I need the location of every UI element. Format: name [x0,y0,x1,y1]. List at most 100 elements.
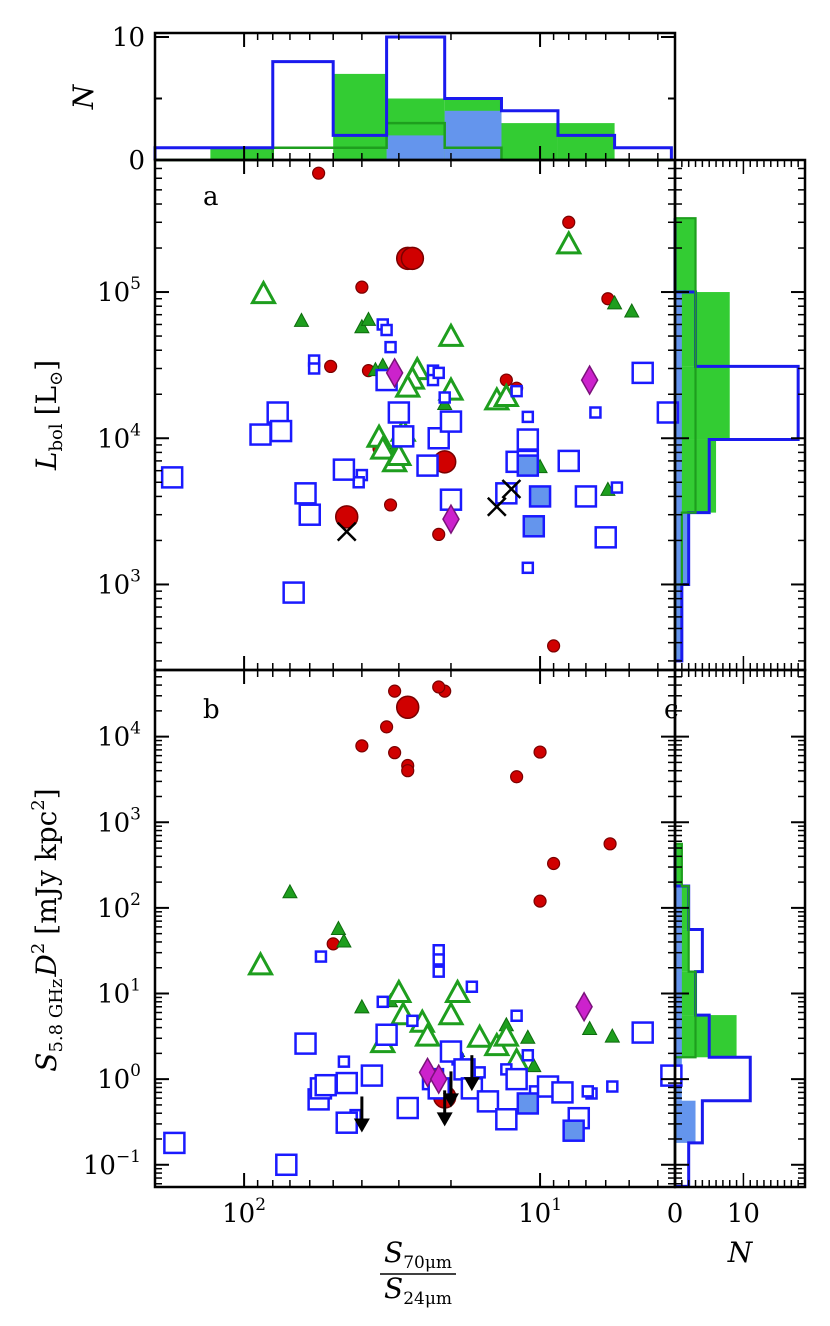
blue-small-square [432,965,445,978]
green-small-triangle [354,998,370,1014]
magenta-diamond [442,503,460,535]
hist-right-a-green-bar [675,366,730,440]
panel-a-y-tick-label: 105 [97,274,141,308]
green-large-triangle [437,322,465,347]
blue-filled-square [562,1119,585,1142]
red-small-circle [533,745,547,759]
blue-small-square [510,384,523,398]
green-large-triangle [466,1023,494,1048]
green-large-triangle [413,1021,442,1047]
green-large-triangle [555,229,583,255]
green-small-triangle [604,1028,621,1043]
blue-large-square [660,1064,683,1087]
green-large-triangle [369,434,397,460]
blue-large-square [294,482,317,505]
blue-large-square [266,401,289,424]
green-small-triangle [623,302,640,318]
panel-b-y-tick-label: 102 [97,890,141,924]
red-small-circle [432,680,446,694]
green-small-triangle [360,311,377,326]
blue-small-square [606,1080,619,1093]
blue-large-square [495,1108,518,1131]
hist-right-a-green-bar [675,218,696,293]
hist-right-a-blue-bar [675,292,682,367]
hist-right-b-blue-bar [675,929,682,972]
red-small-circle [355,280,369,294]
x-tick-label: 101 [518,1195,562,1229]
red-small-circle [379,720,394,734]
red-small-circle [324,359,338,374]
right-hist-x-tick-label: 0 [667,1199,684,1229]
blue-small-square [380,323,393,337]
panel-b-ylabel: S5.8 GHzD2[mJy kpc2] [28,788,67,1071]
panel-a-y-tick-label: 104 [97,420,141,454]
blue-small-square [521,1049,535,1062]
blue-large-square [375,1023,398,1046]
blue-large-square [427,427,450,450]
blue-large-square [249,423,272,446]
red-small-circle [562,215,576,229]
frame-right-b [673,668,807,1189]
red-small-circle [603,837,617,851]
blue-large-square [360,1064,384,1087]
blue-small-square [581,1085,595,1098]
blue-large-square [314,1073,337,1097]
top-hist-ylabel: N [67,83,100,110]
blue-large-square [332,458,356,481]
hist-right-a-blue-bar [675,584,682,661]
green-large-triangle [437,1000,465,1026]
blue-large-square [391,425,415,448]
green-large-triangle [492,1021,520,1047]
green-large-triangle [394,373,422,398]
red-small-circle [383,498,398,512]
blue-large-square [396,1096,419,1120]
blue-large-square [335,1071,358,1095]
blue-small-square [510,1009,523,1022]
hist-top-outline-step [153,35,673,160]
blue-small-square [314,950,328,963]
blue-large-square [439,1040,463,1063]
blue-large-square [439,410,463,433]
blue-large-square [335,1111,358,1134]
blue-large-square [551,1081,574,1104]
magenta-diamond [575,991,593,1023]
x-tick-label: 102 [222,1195,266,1229]
blue-large-square [282,581,305,604]
magenta-diamond [580,364,599,396]
blue-small-square [406,1014,419,1028]
blue-large-square [516,428,540,451]
hist-right-b-blue-bar [675,1015,682,1058]
blue-small-square [465,980,479,993]
upper-limit-arrow-head [436,1112,453,1127]
blue-small-square [376,995,390,1009]
green-large-triangle [249,279,278,305]
green-large-triangle [246,950,275,976]
right-hist-x-tick-label: 10 [727,1199,760,1229]
magenta-diamond [429,1063,448,1095]
upper-limit-arrow-head [463,1077,480,1092]
right-hist-xlabel: N [727,1236,754,1269]
blue-large-square [631,361,654,385]
x-axis-label: S70μm S24μm [380,1236,456,1309]
top-hist-y-tick-label: 0 [128,146,145,176]
red-small-circle [510,770,524,784]
right-histogram-b [673,842,752,1188]
black-x [336,521,357,542]
right-histogram-a [673,217,800,663]
blue-small-square [521,410,535,424]
green-large-triangle [385,441,413,467]
red-small-circle [533,894,547,908]
blue-large-square [298,503,322,526]
hist-top-blue-bar [386,135,445,160]
green-small-triangle [336,932,352,948]
blue-filled-square [516,454,540,477]
panel-a-ylabel: Lbol[L⊙] [30,360,67,471]
red-large-circle [395,695,420,720]
red-small-circle [326,937,340,951]
panel-b-y-tick-label: 103 [97,804,141,838]
panel-letter-c: c [664,695,679,725]
blue-filled-square [516,1092,540,1115]
green-large-triangle [444,978,472,1004]
hist-top-green-bar [501,123,558,160]
